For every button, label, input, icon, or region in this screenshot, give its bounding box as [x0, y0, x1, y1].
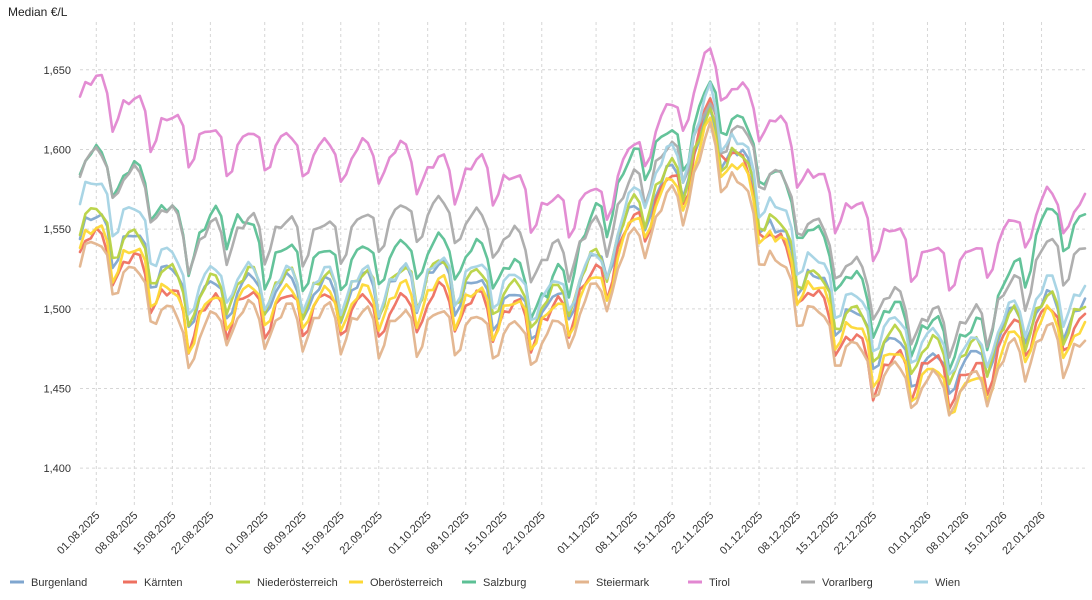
legend-item[interactable]: Tirol — [688, 577, 730, 589]
legend-item[interactable]: Salzburg — [462, 577, 526, 589]
y-tick-label: 1,400 — [43, 463, 71, 475]
legend-item[interactable]: Steiermark — [575, 577, 650, 589]
legend-item[interactable]: Wien — [914, 577, 960, 589]
legend-item[interactable]: Burgenland — [10, 577, 87, 589]
series-line-kärnten — [78, 97, 1087, 411]
series-line-oberösterreich — [78, 116, 1087, 416]
x-tick-labels: 01.08.202508.08.202515.08.202522.08.2025… — [55, 510, 1048, 557]
y-tick-label: 1,600 — [43, 144, 71, 156]
legend-label: Vorarlberg — [822, 577, 873, 589]
legend-label: Oberösterreich — [370, 577, 443, 589]
legend-label: Wien — [935, 577, 960, 589]
y-tick-label: 1,500 — [43, 304, 71, 316]
y-axis-label: Median €/L — [8, 5, 68, 19]
legend-label: Kärnten — [144, 577, 183, 589]
legend-item[interactable]: Niederösterreich — [236, 577, 338, 589]
gridlines — [80, 22, 1085, 508]
series-line-steiermark — [78, 121, 1087, 417]
legend-label: Steiermark — [596, 577, 650, 589]
series-line-tirol — [78, 47, 1087, 292]
y-tick-labels: 1,400 1,450 1,500 1,550 1,600 1,650 — [43, 65, 71, 475]
y-tick-label: 1,450 — [43, 383, 71, 395]
legend: Burgenland Kärnten Niederösterreich Oberöst… — [10, 577, 960, 589]
legend-label: Salzburg — [483, 577, 526, 589]
series-line-vorarlberg — [78, 102, 1087, 359]
legend-item[interactable]: Vorarlberg — [801, 577, 873, 589]
y-tick-label: 1,650 — [43, 65, 71, 77]
legend-item[interactable]: Oberösterreich — [349, 577, 443, 589]
legend-label: Burgenland — [31, 577, 87, 589]
series-lines — [78, 47, 1087, 417]
legend-label: Niederösterreich — [257, 577, 338, 589]
y-tick-label: 1,550 — [43, 224, 71, 236]
series-line-wien — [78, 81, 1087, 376]
legend-item[interactable]: Kärnten — [123, 577, 183, 589]
legend-label: Tirol — [709, 577, 730, 589]
